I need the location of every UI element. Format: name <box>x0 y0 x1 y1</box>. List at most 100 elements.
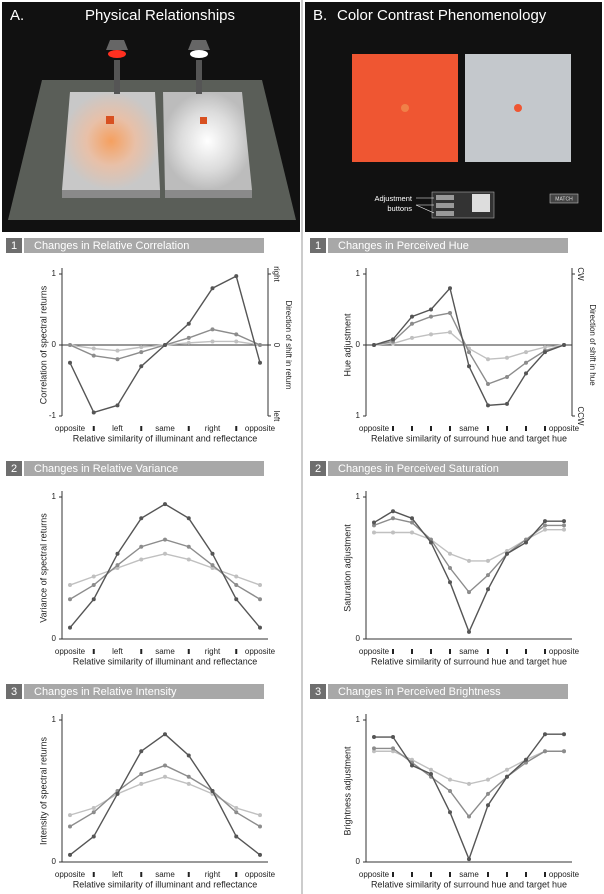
data-point <box>410 520 414 525</box>
data-point <box>234 583 239 588</box>
x-tick <box>487 872 489 877</box>
target <box>106 116 114 124</box>
y-tick-label: 1 <box>52 492 57 501</box>
data-point <box>258 360 262 365</box>
data-point <box>486 357 490 362</box>
x-tick-label: opposite <box>549 870 580 879</box>
data-point <box>429 332 433 337</box>
data-point <box>562 523 566 528</box>
x-tick <box>92 872 95 877</box>
adjust-button[interactable] <box>436 195 454 200</box>
data-point <box>543 749 547 754</box>
data-point <box>186 516 191 521</box>
x-axis-label: Relative similarity of surround hue and … <box>371 879 567 889</box>
target <box>200 117 207 124</box>
data-point <box>258 597 262 602</box>
data-point <box>486 382 490 387</box>
data-point <box>234 574 239 579</box>
number-box <box>6 684 22 699</box>
lamp <box>106 40 128 50</box>
x-tick <box>411 426 413 431</box>
data-point <box>524 360 528 365</box>
data-point <box>186 321 191 326</box>
data-point <box>543 523 547 528</box>
data-point <box>186 774 191 779</box>
x-tick-label: same <box>155 870 175 879</box>
data-point <box>139 345 144 350</box>
x-tick <box>544 872 546 877</box>
chart-title: Changes in Perceived Brightness <box>338 686 501 698</box>
data-point <box>543 350 547 355</box>
data-point <box>524 540 528 545</box>
x-tick-label: opposite <box>55 647 86 656</box>
x-tick-label: right <box>205 647 221 656</box>
data-point <box>186 781 191 786</box>
data-point <box>91 346 96 351</box>
board-edge <box>165 190 252 198</box>
x-tick <box>392 426 394 431</box>
x-tick <box>187 426 190 431</box>
chart-title: Changes in Perceived Hue <box>338 240 469 252</box>
target-left <box>401 104 409 112</box>
data-point <box>391 735 395 740</box>
adjust-button[interactable] <box>436 203 454 208</box>
data-point <box>467 350 471 355</box>
chart-number: 3 <box>11 686 17 698</box>
y-tick-label: 0 <box>356 340 361 349</box>
x-tick-label: left <box>112 870 123 879</box>
x-tick <box>187 649 190 654</box>
series-line <box>69 776 261 816</box>
data-point <box>91 597 96 602</box>
chart-title: Changes in Relative Variance <box>34 463 178 475</box>
number-box <box>310 238 326 253</box>
x-tick <box>187 872 190 877</box>
title-bar <box>328 238 568 253</box>
data-point <box>115 348 120 353</box>
data-point <box>486 791 490 796</box>
x-tick-label: left <box>112 424 123 433</box>
match-button[interactable] <box>549 193 579 204</box>
data-point <box>163 537 167 542</box>
x-tick <box>449 872 451 877</box>
y-axis-label: Intensity of spectral returns <box>38 736 48 845</box>
data-point <box>91 574 96 579</box>
y-tick-label: 1 <box>356 492 361 501</box>
x-axis-label: Relative similarity of illuminant and re… <box>73 656 258 666</box>
y2-tick-label: CW <box>576 267 585 281</box>
data-point <box>258 824 262 829</box>
data-point <box>139 350 144 355</box>
data-point <box>467 364 471 369</box>
data-point <box>467 781 471 786</box>
data-point <box>467 857 471 862</box>
series-line <box>374 528 564 562</box>
adjust-button[interactable] <box>436 211 454 216</box>
chart-number: 3 <box>315 686 321 698</box>
lamp-stand <box>196 60 202 94</box>
data-point <box>448 789 452 793</box>
chart-title: Changes in Perceived Saturation <box>338 463 499 475</box>
data-point <box>258 625 262 630</box>
x-tick-label: opposite <box>359 424 390 433</box>
y-tick-label: 1 <box>356 411 361 420</box>
data-point <box>258 583 262 588</box>
data-point <box>391 509 395 514</box>
data-point <box>210 339 215 344</box>
chart-number: 2 <box>11 463 17 475</box>
x-axis-label: Relative similarity of surround hue and … <box>371 433 567 443</box>
data-point <box>543 519 547 524</box>
x-tick <box>235 872 238 877</box>
x-tick <box>235 649 238 654</box>
data-point <box>91 834 96 839</box>
x-tick <box>92 649 95 654</box>
data-point <box>258 852 262 857</box>
series-line <box>69 764 261 828</box>
data-point <box>410 321 414 326</box>
data-point <box>486 803 490 808</box>
x-tick-label: right <box>205 870 221 879</box>
x-tick-label: opposite <box>55 424 86 433</box>
data-point <box>486 777 490 782</box>
x-tick-label: same <box>155 424 175 433</box>
data-point <box>448 810 452 815</box>
y-tick-label: 0 <box>52 857 57 866</box>
data-point <box>91 583 96 588</box>
